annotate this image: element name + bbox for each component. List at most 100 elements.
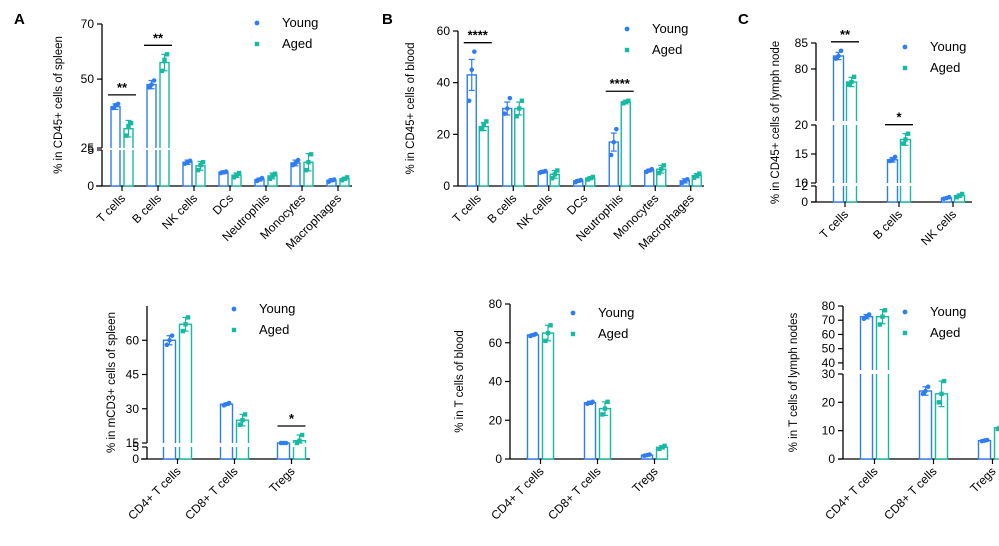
significance-label: * [289,411,295,426]
y-tick-label: 5 [87,143,94,157]
axis-break-gap [158,148,171,150]
data-point-aged [957,193,962,198]
data-point-young [614,126,619,132]
category-label: B cells [870,207,905,242]
legend-label: Young [930,304,966,319]
y-axis-label: % in mCD3+ cells of spleen [106,312,118,453]
category-label: Tregs [629,464,660,495]
category-label: Tregs [967,464,998,495]
category-label: T cells [450,191,484,225]
category-label: NK cells [918,207,959,248]
y-tick-label: 80 [795,62,809,76]
data-point-aged [344,175,350,180]
legend-marker-young [624,26,630,32]
category-label: NK cells [514,191,555,232]
y-tick-label: 50 [81,72,95,86]
significance-label: **** [610,76,631,91]
bar-aged [541,332,555,460]
legend-marker-young [231,306,237,312]
data-point-aged [851,74,857,79]
axis-break-gap [235,443,250,447]
chart-blood-t: 0 20 40 60 80 % in T cells of blood CD4+ T cel… [454,297,669,523]
data-point-aged [620,101,626,106]
data-point-aged [662,443,667,449]
data-point-aged [240,417,245,423]
y-tick-label: 0 [87,179,94,193]
y-tick-label: 70 [81,17,95,31]
data-point-aged [656,170,661,176]
data-point-young [149,82,154,87]
bar-young [219,403,234,460]
y-tick-label: 80 [489,297,503,311]
y-tick-label: 60 [822,327,836,341]
axis-break-gap [162,443,177,447]
axis-break-gap [845,121,858,125]
y-tick-label: 85 [795,36,809,50]
data-point-aged [549,176,555,181]
y-tick-label: 20 [795,118,809,132]
legend-marker-aged [570,331,576,337]
data-point-aged [623,99,628,105]
data-point-young [115,101,121,107]
axis-break-gap [292,443,307,447]
data-point-aged [478,126,484,132]
data-point-aged [237,422,243,427]
data-point-young [169,333,175,338]
data-point-young [226,400,232,406]
bar-young [110,105,121,187]
data-point-aged [484,119,489,124]
axis-break-gap [122,148,135,150]
data-point-aged [659,445,665,450]
data-point-aged [514,114,519,119]
data-point-aged [936,400,942,405]
y-tick-label: 0 [495,452,502,466]
axis-break-gap [845,183,858,186]
data-point-aged [941,378,947,384]
legend-marker-aged [254,41,260,47]
data-point-aged [303,167,309,173]
data-point-aged [905,131,911,136]
y-axis-label: % in CD45+ cells of lymph node [770,41,782,204]
y-tick-label: 20 [822,395,836,409]
data-point-young [543,168,548,174]
data-point-aged [200,160,206,165]
data-point-young [838,48,844,54]
data-point-aged [697,171,702,176]
axis-break-gap [832,183,845,186]
data-point-aged [903,137,908,142]
y-tick-label: 20 [437,127,451,141]
y-axis-label: % in T cells of lymph nodes [788,312,800,452]
data-point-aged [234,173,239,178]
data-point-aged [342,176,347,181]
category-label: DCs [210,191,236,217]
y-tick-label: 0 [828,452,835,466]
axis-break-gap [178,443,193,447]
bar-young [832,55,845,203]
data-point-aged [339,178,345,183]
y-tick-label: 50 [822,342,836,356]
data-point-young [283,440,289,446]
data-point-young [504,106,510,111]
data-point-aged [270,173,275,179]
y-tick-label: 0 [801,195,808,209]
data-point-aged [694,173,699,178]
bar-young [886,159,899,203]
data-point-aged [185,315,191,320]
data-point-aged [954,195,960,200]
data-point-young [223,169,229,174]
y-tick-label: 15 [795,147,809,161]
data-point-young [984,437,990,443]
y-axis-label: % in CD45+ cells of spleen [53,36,65,174]
data-point-aged [267,176,273,181]
y-axis-label: % in T cells of blood [454,330,466,433]
bar-young [502,107,513,187]
bar-aged [159,61,170,187]
bar-aged [514,107,525,187]
axis-break-gap [886,183,899,186]
data-point-aged [691,175,697,180]
chart-spleen-cd45: 0 525 50 70 % in CD45+ cells of spleen T cell… [53,15,352,253]
data-point-aged [294,440,300,446]
data-point-aged [128,121,134,126]
axis-break-gap [859,370,874,374]
